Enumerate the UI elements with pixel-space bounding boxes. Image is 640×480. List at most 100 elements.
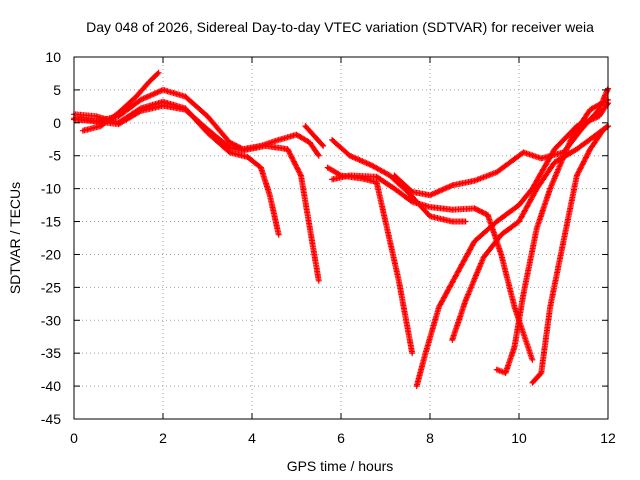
- x-tick-label: 6: [337, 430, 345, 446]
- data-point: [317, 279, 320, 282]
- data-point: [513, 345, 516, 348]
- data-point: [540, 157, 543, 160]
- data-point: [259, 166, 263, 169]
- data-point: [148, 80, 151, 83]
- data-point: [268, 194, 271, 197]
- series-layer: [71, 69, 611, 390]
- data-point: [571, 134, 574, 138]
- data-point: [375, 180, 378, 184]
- data-point: [589, 147, 592, 151]
- data-point: [473, 179, 476, 182]
- data-point: [157, 71, 160, 74]
- data-point: [241, 149, 245, 152]
- data-point: [486, 213, 490, 217]
- series-markers: [71, 102, 322, 284]
- data-point: [411, 351, 414, 355]
- data-point: [161, 88, 165, 92]
- data-point: [393, 187, 396, 190]
- x-tick-label: 8: [426, 430, 434, 446]
- data-point: [455, 273, 458, 276]
- data-point: [513, 305, 516, 309]
- data-point: [308, 141, 312, 144]
- y-tick-label: -15: [41, 214, 61, 230]
- data-point: [184, 95, 187, 98]
- series-arc-8: [329, 136, 469, 225]
- data-point: [473, 240, 476, 243]
- data-point: [535, 187, 538, 190]
- series-arc-12: [493, 96, 611, 376]
- series-arc-4: [71, 102, 322, 284]
- series-arc-11: [449, 123, 611, 343]
- x-tick-label: 10: [511, 430, 527, 446]
- data-point: [602, 128, 605, 131]
- y-tick-label: -45: [41, 411, 61, 427]
- data-point: [228, 141, 231, 144]
- data-point: [95, 115, 98, 118]
- data-point: [531, 187, 534, 190]
- chart-title: Day 048 of 2026, Sidereal Day-to-day VTE…: [86, 19, 594, 35]
- data-point: [139, 98, 142, 101]
- data-point: [548, 305, 552, 309]
- data-point: [540, 371, 543, 375]
- y-tick-label: -40: [41, 378, 61, 394]
- data-point: [482, 256, 485, 259]
- data-point: [286, 147, 289, 151]
- data-point: [517, 220, 521, 223]
- data-point: [295, 133, 298, 136]
- y-tick-label: 0: [53, 115, 61, 131]
- y-tick-label: 5: [53, 82, 61, 98]
- data-point: [348, 174, 352, 177]
- data-point: [589, 108, 592, 111]
- data-point: [317, 154, 320, 157]
- y-tick-label: -35: [41, 345, 61, 361]
- data-point: [580, 128, 583, 131]
- data-point: [495, 368, 498, 371]
- data-point: [277, 233, 280, 236]
- data-point: [513, 157, 516, 161]
- data-point: [264, 144, 267, 148]
- data-point: [206, 115, 209, 118]
- data-point: [161, 104, 165, 107]
- data-point: [370, 164, 374, 167]
- data-point: [522, 292, 525, 296]
- data-point: [428, 215, 432, 218]
- data-point: [451, 220, 454, 223]
- data-point: [428, 194, 432, 197]
- series-arc-7: [329, 172, 536, 363]
- data-point: [228, 151, 231, 154]
- data-point: [593, 134, 596, 138]
- data-point: [411, 200, 414, 203]
- data-point: [562, 240, 565, 243]
- series-arc-5: [302, 123, 327, 149]
- data-point: [597, 115, 601, 118]
- data-point: [330, 138, 334, 142]
- data-point: [553, 161, 556, 164]
- data-point: [548, 187, 552, 190]
- data-point: [531, 381, 534, 384]
- data-point: [424, 351, 427, 355]
- data-point: [90, 119, 94, 123]
- data-point: [117, 122, 120, 126]
- data-point: [451, 208, 454, 211]
- data-point: [393, 174, 396, 177]
- x-tick-label: 4: [248, 430, 256, 446]
- data-point: [384, 220, 387, 223]
- data-point: [397, 279, 401, 282]
- data-point: [326, 166, 329, 169]
- data-point: [428, 205, 432, 209]
- data-point: [597, 108, 601, 111]
- x-tick-label: 2: [159, 430, 167, 446]
- data-point: [348, 154, 352, 157]
- data-point: [304, 124, 307, 128]
- data-point: [277, 138, 280, 142]
- data-point: [246, 155, 249, 159]
- ticks: 0 2 4 6 8 10 12 10 5 0 -5 -10 -15 -20 -25 -30 -35 -40 -45: [41, 49, 616, 446]
- data-point: [415, 384, 418, 388]
- data-point: [464, 299, 467, 302]
- data-point: [184, 108, 187, 111]
- data-point: [451, 184, 454, 187]
- data-point: [437, 305, 441, 309]
- data-point: [517, 203, 521, 207]
- data-point: [495, 220, 498, 223]
- data-point: [81, 129, 85, 132]
